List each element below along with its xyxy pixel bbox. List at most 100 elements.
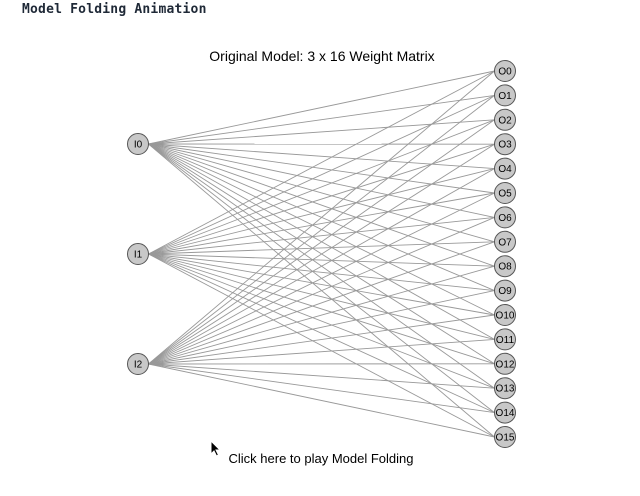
- edge-I2-O15: [148, 363, 495, 438]
- edge-I2-O9: [148, 290, 495, 365]
- output-node-circle: [494, 60, 516, 82]
- output-node-circle: [494, 304, 516, 326]
- input-node-circle: [127, 133, 149, 155]
- input-node-i2: I2: [127, 353, 149, 375]
- edge-I1-O15: [148, 253, 495, 438]
- edge-I2-O13: [148, 363, 495, 389]
- play-folding-button[interactable]: Click here to play Model Folding: [228, 451, 414, 466]
- output-node-circle: [494, 206, 516, 229]
- edge-I1-O5: [148, 192, 495, 255]
- edge-I2-O5: [148, 192, 495, 365]
- edge-I1-O8: [148, 253, 495, 267]
- edge-I0-O7: [148, 143, 495, 243]
- edge-I1-O2: [148, 119, 495, 255]
- output-node-label: O12: [496, 359, 515, 370]
- edge-I0-O5: [148, 143, 495, 194]
- output-node-label: O0: [498, 67, 512, 78]
- output-node-label: O6: [498, 213, 512, 224]
- app-title: Model Folding Animation: [22, 2, 207, 17]
- edge-I2-O8: [148, 265, 495, 365]
- output-node-o5: O5: [494, 182, 516, 204]
- edge-I0-O8: [148, 143, 495, 267]
- nodes-layer: I0 I1 I2 O0 O1 O2 O3 O4 O5 O6 O7 O8 O9 O10 O11 O12 O13 O1…: [127, 60, 516, 448]
- output-node-label: O10: [496, 311, 515, 322]
- input-node-circle: [127, 243, 149, 265]
- output-node-o15: O15: [494, 426, 516, 448]
- edge-I0-O1: [148, 94, 495, 145]
- output-node-o9: O9: [494, 279, 516, 302]
- output-node-o6: O6: [494, 206, 516, 229]
- edge-I1-O14: [148, 253, 495, 414]
- edge-I2-O7: [148, 241, 495, 365]
- edge-I2-O4: [148, 168, 495, 365]
- output-node-o12: O12: [494, 352, 516, 375]
- output-node-circle: [494, 157, 516, 180]
- mouse-pointer-icon: [210, 440, 222, 457]
- output-node-circle: [494, 255, 516, 278]
- output-node-circle: [494, 108, 516, 131]
- input-node-i0: I0: [127, 133, 149, 155]
- output-node-o7: O7: [494, 230, 516, 253]
- output-node-circle: [494, 352, 516, 375]
- input-node-label: I1: [134, 250, 143, 261]
- output-node-label: O3: [498, 140, 512, 151]
- output-node-label: O1: [498, 91, 512, 102]
- output-node-circle: [494, 377, 516, 400]
- edge-I2-O2: [148, 119, 495, 365]
- output-node-label: O9: [498, 286, 512, 297]
- output-node-label: O15: [496, 433, 515, 444]
- output-node-label: O5: [498, 189, 512, 200]
- edge-I0-O2: [148, 119, 495, 145]
- input-node-circle: [127, 353, 149, 375]
- edge-I0-O4: [148, 143, 495, 170]
- output-node-circle: [494, 328, 516, 351]
- edge-I2-O1: [148, 95, 495, 365]
- output-node-o13: O13: [494, 377, 516, 400]
- output-node-o0: O0: [494, 60, 516, 82]
- edge-I1-O0: [148, 70, 495, 255]
- edge-I2-O14: [148, 363, 495, 414]
- edge-I1-O1: [148, 94, 495, 255]
- output-node-o8: O8: [494, 255, 516, 278]
- output-node-circle: [494, 230, 516, 253]
- output-node-o1: O1: [494, 84, 516, 107]
- edge-I1-O11: [148, 253, 495, 340]
- output-node-circle: [494, 279, 516, 302]
- output-node-o4: O4: [494, 157, 516, 180]
- output-node-circle: [494, 426, 516, 448]
- output-node-label: O2: [498, 115, 512, 126]
- output-node-circle: [494, 133, 516, 156]
- output-node-label: O4: [498, 164, 512, 175]
- edge-I1-O9: [148, 253, 495, 292]
- output-node-circle: [494, 182, 516, 204]
- output-node-label: O8: [498, 262, 512, 273]
- input-node-label: I0: [134, 140, 143, 151]
- edge-I1-O13: [148, 253, 495, 389]
- output-node-o14: O14: [494, 401, 516, 424]
- output-node-label: O11: [496, 335, 515, 346]
- output-node-label: O14: [496, 408, 515, 419]
- edge-I2-O3: [148, 143, 495, 365]
- output-node-o11: O11: [494, 328, 516, 351]
- edge-I1-O6: [148, 216, 495, 255]
- output-node-label: O7: [498, 237, 512, 248]
- output-node-label: O13: [496, 384, 515, 395]
- edge-I1-O7: [148, 241, 495, 255]
- edge-I1-O4: [148, 168, 495, 255]
- edge-I1-O10: [148, 253, 495, 316]
- output-node-circle: [494, 84, 516, 107]
- edge-I0-O0: [148, 70, 495, 145]
- edges-layer: [148, 70, 495, 438]
- edge-I0-O6: [148, 143, 495, 218]
- edge-I2-O11: [148, 338, 495, 365]
- diagram-title: Original Model: 3 x 16 Weight Matrix: [209, 48, 434, 64]
- edge-I2-O6: [148, 216, 495, 365]
- output-node-o2: O2: [494, 108, 516, 131]
- output-node-o10: O10: [494, 304, 516, 326]
- edge-I2-O0: [148, 70, 495, 365]
- edge-I1-O3: [148, 143, 495, 255]
- input-node-label: I2: [134, 360, 143, 371]
- edge-I1-O12: [148, 253, 495, 365]
